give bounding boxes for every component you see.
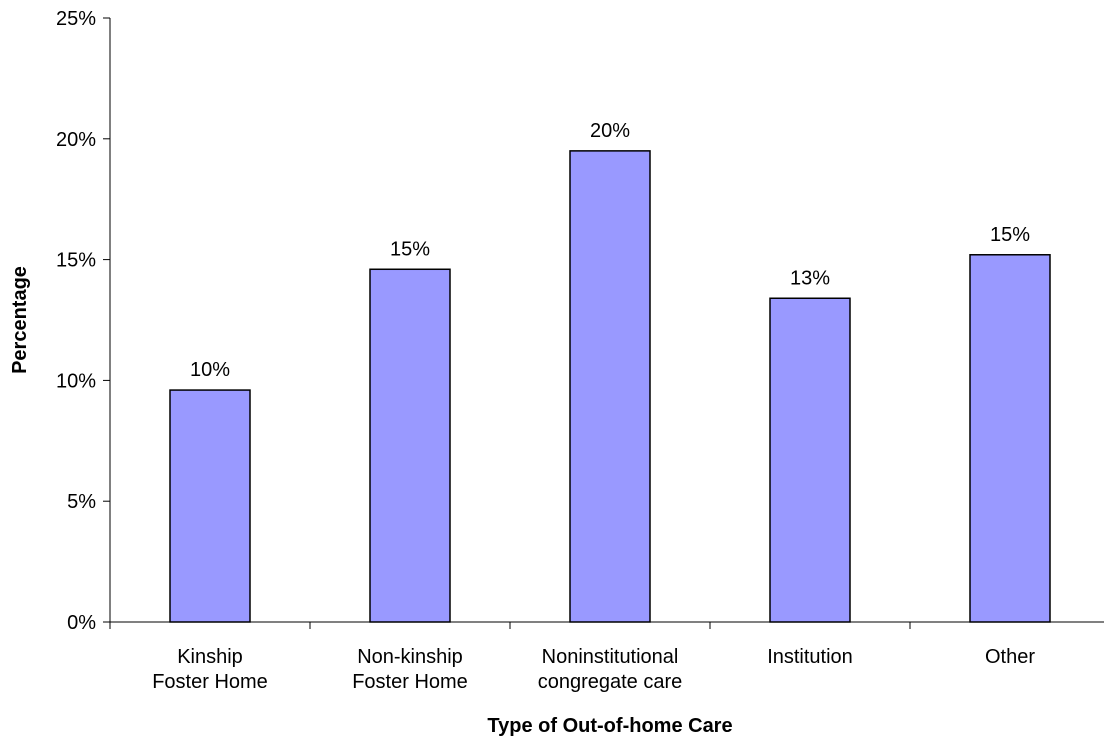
x-category-label: Noninstitutional	[542, 646, 679, 668]
data-label: 15%	[990, 224, 1030, 246]
x-category-label: Other	[985, 646, 1035, 668]
bars	[169, 150, 1051, 623]
y-tick-label: 15%	[56, 250, 96, 272]
bar	[569, 150, 651, 623]
y-axis-title: Percentage	[9, 266, 31, 374]
x-category-label: Foster Home	[152, 671, 268, 693]
x-category-label: congregate care	[538, 671, 683, 693]
data-label: 15%	[390, 238, 430, 260]
bar	[369, 268, 451, 623]
y-tick-label: 20%	[56, 129, 96, 151]
y-axis-ticks: 0% 5% 10% 15% 20% 25%	[56, 8, 110, 634]
data-labels: 10% 15% 20% 13% 15%	[190, 120, 1030, 381]
bar	[969, 254, 1051, 623]
x-axis-ticks	[109, 622, 911, 629]
y-tick-label: 10%	[56, 370, 96, 392]
data-label: 20%	[590, 120, 630, 142]
bar	[169, 389, 251, 623]
x-category-label: Kinship	[177, 646, 243, 668]
y-tick-label: 5%	[67, 491, 96, 513]
data-label: 10%	[190, 359, 230, 381]
bar	[769, 297, 851, 623]
x-category-label: Institution	[767, 646, 853, 668]
y-tick-label: 25%	[56, 8, 96, 30]
y-tick-label: 0%	[67, 612, 96, 634]
x-category-label: Foster Home	[352, 671, 468, 693]
data-label: 13%	[790, 267, 830, 289]
x-axis-title: Type of Out-of-home Care	[487, 715, 732, 737]
x-category-label: Non-kinship	[357, 646, 463, 668]
category-labels: Kinship Foster Home Non-kinship Foster Home…	[152, 646, 1035, 693]
